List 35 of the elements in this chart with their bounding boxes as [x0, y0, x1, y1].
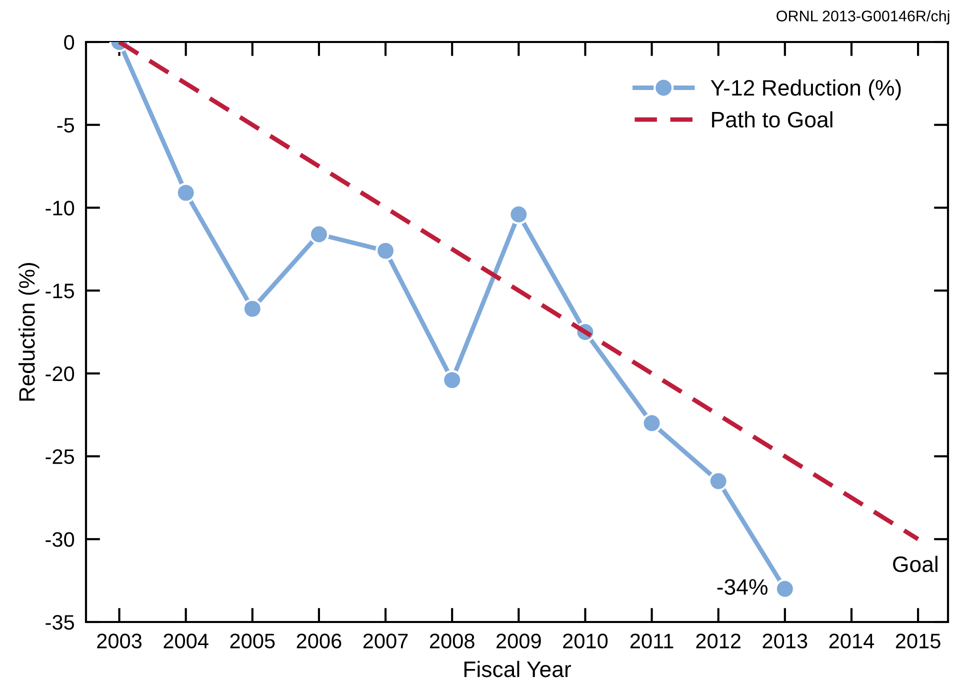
x-tick-label: 2007 [363, 634, 408, 648]
x-tick-label: 2009 [496, 634, 541, 648]
point [708, 471, 728, 492]
x-tick-label: 2006 [296, 634, 342, 648]
annotation: -34% [717, 579, 768, 595]
point [642, 413, 662, 434]
y-tick-label: -30 [46, 532, 74, 547]
x-tick-label: 2003 [97, 634, 142, 648]
point [242, 298, 262, 319]
x-axis-title: Fiscal Year [464, 660, 571, 678]
x-tick-label: 2013 [762, 634, 808, 648]
x-tick-label: 2004 [164, 634, 208, 648]
y-tick-label: -20 [46, 366, 74, 382]
x-tick-label: 2011 [630, 634, 674, 648]
y-axis-title: Reduction (%) [18, 262, 40, 401]
x-tick-label: 2005 [230, 634, 275, 648]
y-tick-label: 0 [64, 35, 74, 50]
y-tick-label: -10 [46, 200, 74, 216]
x-tick-label: 2008 [430, 634, 474, 648]
y-tick-label: -5 [57, 118, 74, 133]
x-tick-label: 2012 [696, 634, 740, 648]
x-tick-label: 2010 [563, 634, 608, 648]
y-tick-label: -35 [46, 615, 74, 630]
point [308, 224, 330, 244]
x-tick-label: 2015 [896, 634, 940, 648]
x-tick-label: 2014 [829, 634, 874, 648]
legend-label: Path to Goal [712, 111, 832, 128]
legend-label: Y-12 Reduction (%) [710, 79, 901, 100]
text: ORNL 2013-G00146R/chj [776, 10, 950, 24]
annotation: Goal [893, 556, 938, 572]
point [508, 204, 529, 224]
point [176, 182, 196, 203]
point [774, 578, 795, 599]
y-tick-label: -25 [46, 449, 74, 464]
y-tick-label: -15 [46, 284, 74, 298]
